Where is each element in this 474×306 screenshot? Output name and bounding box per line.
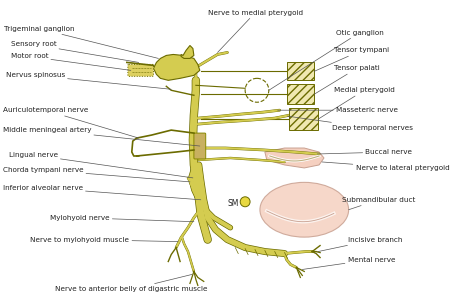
- Text: Masseteric nerve: Masseteric nerve: [278, 107, 398, 113]
- Text: Incisive branch: Incisive branch: [318, 237, 402, 252]
- Text: Otic ganglion: Otic ganglion: [269, 30, 383, 90]
- FancyBboxPatch shape: [194, 133, 206, 159]
- Text: Nerve to anterior belly of digastric muscle: Nerve to anterior belly of digastric mus…: [55, 274, 208, 292]
- Text: Nerve to lateral pterygoid: Nerve to lateral pterygoid: [322, 162, 449, 171]
- Text: Tensor palati: Tensor palati: [314, 65, 380, 94]
- Polygon shape: [265, 148, 324, 168]
- Text: Nerve to medial pterygoid: Nerve to medial pterygoid: [208, 10, 303, 52]
- Ellipse shape: [260, 182, 349, 237]
- Text: SM: SM: [228, 199, 239, 208]
- Text: Sensory root: Sensory root: [10, 42, 139, 62]
- Text: Mylohyoid nerve: Mylohyoid nerve: [50, 215, 194, 222]
- Text: Medial pterygoid: Medial pterygoid: [318, 87, 395, 119]
- FancyBboxPatch shape: [287, 62, 314, 80]
- Text: Deep temporal nerves: Deep temporal nerves: [288, 116, 413, 131]
- Text: Motor root: Motor root: [10, 54, 131, 70]
- Text: Nerve to mylohyoid muscle: Nerve to mylohyoid muscle: [30, 237, 178, 243]
- FancyBboxPatch shape: [289, 108, 318, 130]
- Text: Buccal nerve: Buccal nerve: [317, 149, 412, 155]
- Text: Nervus spinosus: Nervus spinosus: [6, 72, 171, 89]
- Text: Auriculotemporal nerve: Auriculotemporal nerve: [3, 107, 139, 138]
- Text: Chorda tympani nerve: Chorda tympani nerve: [3, 167, 190, 182]
- Text: Submandibular duct: Submandibular duct: [342, 197, 415, 210]
- Polygon shape: [181, 46, 194, 58]
- Text: Middle meningeal artery: Middle meningeal artery: [3, 127, 200, 146]
- Text: Tensor tympani: Tensor tympani: [314, 47, 389, 71]
- Circle shape: [240, 197, 250, 207]
- Polygon shape: [154, 54, 200, 80]
- FancyBboxPatch shape: [287, 84, 314, 104]
- FancyBboxPatch shape: [128, 64, 154, 76]
- Text: Lingual nerve: Lingual nerve: [9, 152, 193, 178]
- Text: Mental nerve: Mental nerve: [302, 256, 395, 270]
- Text: Trigeminal ganglion: Trigeminal ganglion: [4, 26, 158, 58]
- Text: Inferior alveolar nerve: Inferior alveolar nerve: [3, 185, 201, 200]
